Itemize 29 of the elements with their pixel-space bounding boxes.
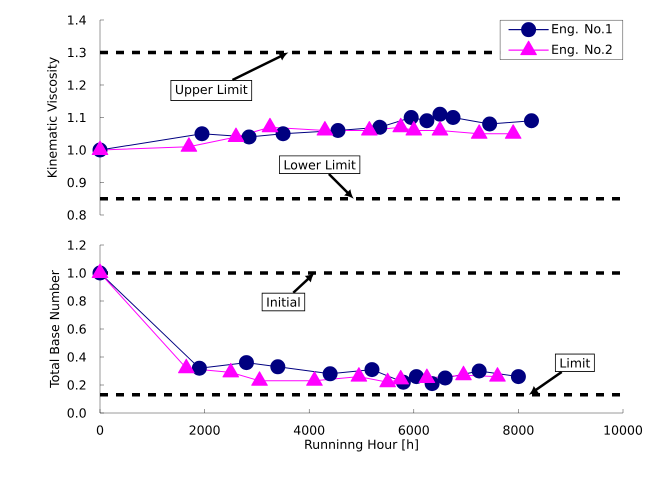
y-axis-title: Kinematic Viscosity	[47, 57, 60, 177]
y-tick-label: 1.1	[68, 112, 86, 122]
y-tick-label: 0.9	[68, 178, 86, 188]
x-tick-label: 8000	[503, 425, 534, 435]
x-tick-label: 2000	[190, 425, 220, 435]
legend-label: Eng. No.2	[552, 44, 612, 56]
y-axis-title: Total Base Number	[50, 270, 60, 388]
y-tick-label: 0.4	[68, 352, 86, 362]
annotation: Initial	[267, 297, 300, 307]
x-tick-label: 0	[96, 425, 104, 435]
annotation: Lower Limit	[284, 160, 356, 170]
y-tick-label: 1.0	[68, 268, 86, 278]
x-axis-title: Runninng Hour [h]	[305, 439, 418, 452]
y-tick-label: 0.2	[68, 380, 86, 390]
y-tick-label: 0.0	[68, 408, 86, 418]
x-tick-label: 6000	[398, 425, 429, 435]
y-tick-label: 1.3	[68, 48, 86, 58]
y-tick-label: 0.8	[68, 296, 86, 306]
y-tick-label: 0.8	[68, 210, 86, 220]
y-tick-label: 1.4	[68, 15, 86, 25]
legend-label: Eng. No.1	[552, 24, 612, 36]
y-tick-label: 1.2	[68, 240, 86, 250]
y-tick-label: 1.2	[68, 80, 86, 90]
y-tick-label: 0.6	[68, 324, 86, 334]
x-tick-label: 4000	[294, 425, 324, 435]
y-tick-label: 1.0	[68, 145, 86, 155]
x-tick-label: 10000	[604, 425, 642, 435]
annotation: Upper Limit	[176, 84, 248, 97]
annotation: Limit	[560, 358, 590, 368]
